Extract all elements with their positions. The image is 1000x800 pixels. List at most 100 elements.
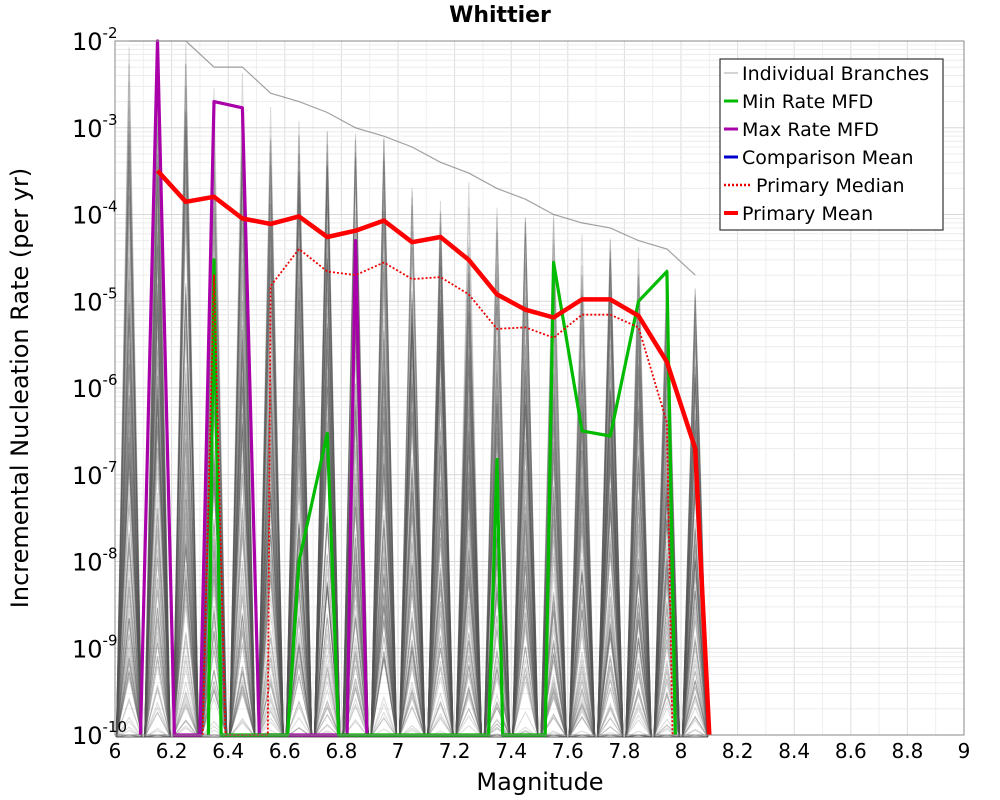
branch-line [116, 266, 709, 738]
branch-line [115, 190, 708, 738]
branch-line [115, 63, 709, 738]
branch-line [115, 219, 709, 738]
legend-box [719, 58, 944, 231]
grid [114, 41, 965, 736]
branch-line [115, 143, 709, 738]
branch-line [115, 86, 709, 738]
legend-label: Min Rate MFD [742, 91, 873, 113]
branch-line [115, 133, 709, 738]
y-tick-label: 10-9 [72, 631, 118, 663]
legend-label: Individual Branches [742, 63, 929, 85]
branch-line [115, 121, 709, 738]
branch-line [115, 196, 709, 738]
branch-line [115, 287, 708, 738]
x-tick-label: 8.2 [722, 739, 754, 763]
branch-line [115, 265, 709, 738]
x-tick-label: 6.2 [156, 739, 188, 763]
branch-line [115, 169, 709, 738]
y-axis-title: Incremental Nucleation Rate (per yr) [6, 168, 34, 608]
branch-line [115, 171, 709, 738]
plot-frame [114, 40, 965, 736]
branch-line [116, 238, 708, 738]
y-tick-label: 10-8 [72, 545, 118, 577]
branch-line [115, 233, 708, 738]
branch-line [116, 131, 709, 738]
branch-line [115, 262, 708, 738]
x-tick-label: 6.8 [325, 739, 357, 763]
branch-line [115, 132, 709, 738]
branch-line [116, 188, 709, 738]
branch-line [115, 140, 709, 738]
legend-label: Primary Mean [742, 203, 873, 225]
legend-label: Primary Median [756, 175, 905, 197]
x-axis-title: Magnitude [476, 768, 603, 796]
branch-line [115, 220, 708, 738]
branch-line [115, 84, 709, 738]
branch-line [115, 197, 709, 738]
x-tick-label: 8 [675, 739, 688, 763]
x-tick-label: 7.2 [439, 739, 471, 763]
series-primary-median [201, 248, 674, 736]
branch-line [115, 46, 709, 738]
y-tick-label: 10-4 [72, 198, 118, 230]
branch-line [115, 233, 709, 738]
x-tick-label: 8.4 [778, 739, 810, 763]
x-tick-label: 6 [109, 739, 122, 763]
branch-line [116, 142, 709, 738]
y-tick-label: 10-7 [72, 458, 118, 490]
y-tick-label: 10-5 [72, 284, 118, 316]
branch-line [116, 163, 709, 738]
branch-line [115, 182, 708, 738]
x-tick-label: 8.8 [891, 739, 923, 763]
branch-line [115, 152, 709, 738]
branch-line [115, 153, 709, 738]
branch-line [115, 132, 708, 738]
x-tick-label: 7.8 [608, 739, 640, 763]
y-tick-label: 10-10 [72, 718, 127, 750]
branch-line [115, 87, 709, 738]
series-max-rate-mfd [138, 39, 369, 737]
branch-line [115, 331, 709, 738]
branch-line [115, 119, 709, 738]
branch-line [115, 101, 708, 738]
branch-line [116, 204, 709, 738]
branch-line [115, 295, 708, 738]
branch-line [115, 137, 709, 738]
branch-line [116, 120, 708, 738]
legend-label: Max Rate MFD [742, 119, 879, 141]
x-tick-label: 9 [958, 739, 971, 763]
branch-line [116, 130, 709, 738]
branch-line [115, 324, 709, 738]
x-tick-label: 6.6 [269, 739, 301, 763]
branch-line [115, 327, 709, 738]
branch-line [115, 192, 709, 738]
branch-line [115, 81, 708, 738]
branch-line [115, 130, 708, 738]
x-tick-label: 7 [392, 739, 405, 763]
branch-line [115, 174, 709, 738]
series-primary-mean [155, 169, 712, 736]
x-tick-label: 8.6 [835, 739, 867, 763]
branch-line [115, 141, 709, 738]
branch-line [116, 139, 709, 738]
branch-line [115, 130, 709, 738]
branch-line [115, 172, 709, 738]
legend-label: Comparison Mean [742, 147, 914, 169]
branch-envelope [129, 40, 696, 276]
y-tick-label: 10-2 [72, 24, 118, 56]
y-tick-label: 10-6 [72, 371, 118, 403]
y-axis-ticks: 10-10 10-9 10-8 10-7 10-6 10-5 10-4 10-3 10-2 [72, 24, 127, 750]
branch-line [116, 161, 709, 738]
x-tick-label: 7.6 [552, 739, 584, 763]
y-tick-label: 10-3 [72, 111, 118, 143]
x-axis-ticks: 6 6.2 6.4 6.6 6.8 7 7.2 7.4 7.6 7.8 8 8.2 8.4 8.6 8.8 9 [109, 739, 971, 763]
branch-line [115, 178, 709, 738]
x-tick-label: 7.4 [495, 739, 527, 763]
branch-line [116, 273, 709, 738]
branch-line [115, 47, 709, 738]
branch-line [115, 144, 709, 738]
branch-line [115, 229, 709, 738]
legend: Individual Branches Min Rate MFD Max Rate … [719, 58, 944, 231]
branch-line [115, 192, 708, 738]
branch-line [116, 88, 709, 738]
